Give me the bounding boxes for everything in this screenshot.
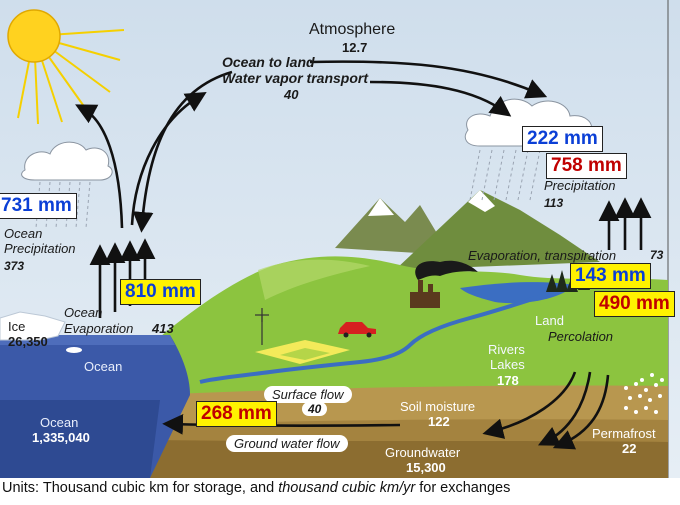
permafrost-texture bbox=[624, 373, 664, 414]
evapotranspiration-value: 73 bbox=[650, 248, 664, 262]
flow-arrows bbox=[75, 60, 652, 450]
arrow-vapor-transport-1 bbox=[309, 60, 548, 99]
rain-ocean bbox=[35, 181, 91, 229]
groundwater-label: Groundwater bbox=[385, 445, 461, 460]
factory-icon bbox=[410, 260, 478, 308]
surface-flow-pill: Surface flow bbox=[264, 386, 352, 403]
windmill-icon bbox=[255, 308, 269, 345]
ocean-to-land-label-2: Water vapor transport bbox=[222, 70, 368, 86]
land-precip-red-mm-box: 758 mm bbox=[546, 153, 627, 179]
ocean-precip-label-1: Ocean bbox=[4, 226, 43, 241]
soil-moisture-label: Soil moisture bbox=[400, 399, 476, 414]
car-icon bbox=[338, 322, 376, 338]
arrow-evap-to-sky-3 bbox=[130, 91, 207, 226]
units-part-2: thousand cubic km/yr bbox=[278, 480, 416, 496]
river bbox=[199, 288, 561, 384]
rivers-label: Rivers bbox=[488, 342, 525, 357]
ice-label: Ice bbox=[8, 319, 26, 334]
ice-value: 26,350 bbox=[8, 334, 48, 349]
ocean-precip-value: 373 bbox=[4, 259, 25, 273]
ocean-surface-label: Ocean bbox=[84, 359, 123, 374]
ice-sheet bbox=[0, 311, 66, 341]
land-precip-label: Precipitation bbox=[544, 178, 616, 193]
mountain-left bbox=[335, 198, 450, 255]
percolation-label: Percolation bbox=[548, 329, 614, 344]
arrow-vapor-transport-2 bbox=[369, 80, 512, 117]
land-precip-blue-mm-box: 222 mm bbox=[522, 126, 603, 152]
units-part-1: Units: Thousand cubic km for storage, an… bbox=[2, 480, 279, 496]
rain-land bbox=[469, 149, 541, 201]
ocean-evap-label-2: Evaporation bbox=[64, 321, 134, 336]
surface-flow-value: 40 bbox=[302, 402, 328, 416]
atmosphere-value: 12.7 bbox=[342, 40, 368, 55]
permafrost-label: Permafrost bbox=[592, 426, 656, 441]
land-label: Land bbox=[535, 313, 564, 328]
ocean-to-land-value: 40 bbox=[284, 87, 299, 102]
ocean-storage-value: 1,335,040 bbox=[32, 430, 90, 445]
groundwater-value: 15,300 bbox=[406, 460, 446, 475]
ocean-precip-label-2: Precipitation bbox=[4, 241, 76, 256]
land-evap-red-mm-box: 490 mm bbox=[594, 291, 675, 317]
sun-icon bbox=[7, 9, 125, 125]
groundwater-flow-pill: Ground water flow bbox=[226, 435, 348, 452]
units-part-3: for exchanges bbox=[415, 480, 511, 496]
mountain-right bbox=[395, 190, 600, 270]
surface-flow-label: Surface flow bbox=[272, 387, 344, 402]
atmosphere-label: Atmosphere bbox=[309, 21, 396, 38]
ocean-evap-mm-box: 810 mm bbox=[120, 279, 201, 305]
groundwater-flow-label: Ground water flow bbox=[234, 436, 340, 451]
permafrost-value: 22 bbox=[622, 441, 637, 456]
units-footnote: Units: Thousand cubic km for storage, an… bbox=[2, 480, 510, 496]
surface-flow-mm-box: 268 mm bbox=[196, 401, 277, 427]
evapotranspiration-label: Evaporation, transpiration bbox=[468, 248, 617, 263]
rivers-lakes-value: 178 bbox=[497, 373, 519, 388]
cloud-ocean bbox=[21, 141, 113, 181]
ocean-evap-label-1: Ocean bbox=[64, 305, 103, 320]
lakes-label: Lakes bbox=[490, 357, 525, 372]
ocean-precip-mm-box: 731 mm bbox=[0, 193, 77, 219]
arrow-evap-to-sky-2 bbox=[75, 104, 124, 229]
land-precip-value: 113 bbox=[544, 196, 564, 210]
ocean-to-land-label-1: Ocean to land bbox=[222, 54, 315, 70]
ocean-storage-label: Ocean bbox=[40, 415, 79, 430]
land-evap-mm-box: 143 mm bbox=[570, 263, 651, 289]
lake bbox=[460, 282, 575, 304]
ocean-evap-value: 413 bbox=[152, 321, 174, 336]
soil-moisture-value: 122 bbox=[428, 414, 450, 429]
